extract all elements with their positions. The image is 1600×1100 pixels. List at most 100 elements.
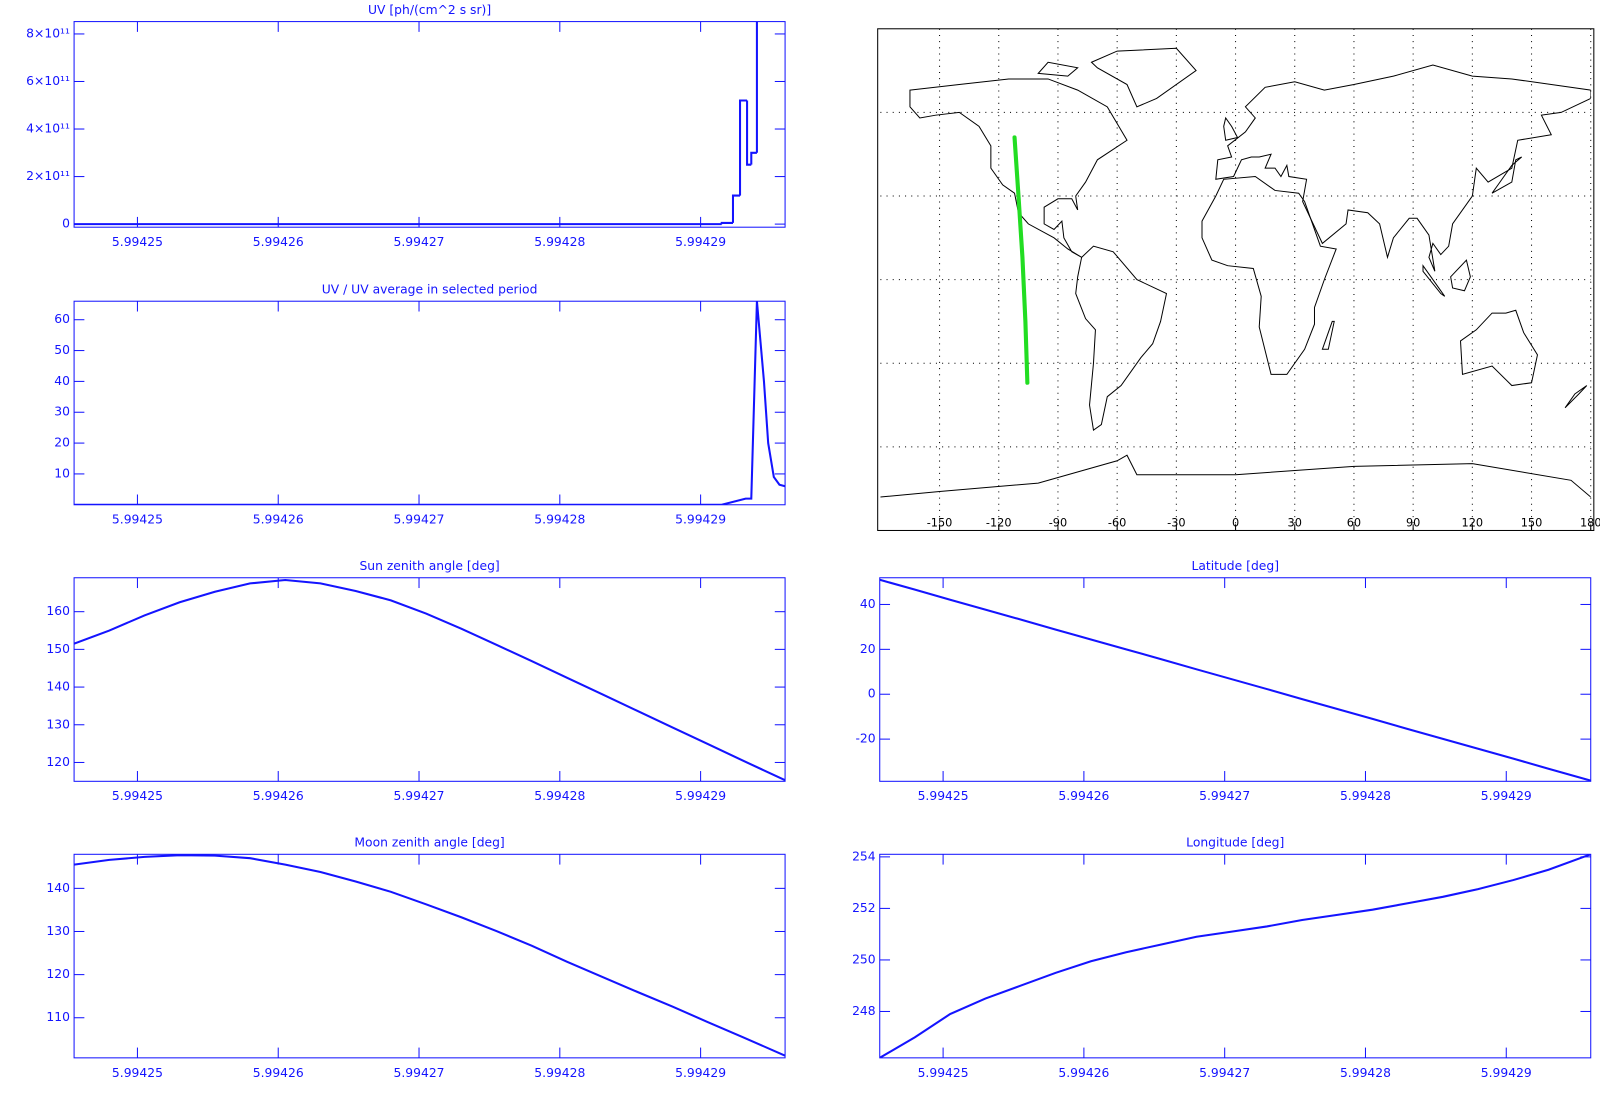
plot-area	[879, 854, 1591, 1058]
y-tick-label: 30	[54, 405, 70, 419]
step-segment	[720, 221, 733, 225]
plot-frame	[73, 853, 786, 1059]
y-tick-label: 120	[46, 755, 70, 769]
chart-title: Latitude [deg]	[1191, 559, 1279, 573]
x-tick-label: 5.99426	[1058, 1066, 1109, 1080]
x-tick-label: 5.99427	[1199, 789, 1250, 803]
x-tick-label: 5.99428	[1340, 1066, 1391, 1080]
x-tick-label: 5.99425	[918, 789, 969, 803]
y-tick-label: 120	[46, 967, 70, 981]
x-tick-label: -120	[986, 516, 1012, 529]
ground-track	[1012, 135, 1030, 385]
y-tick-label: 248	[852, 1004, 876, 1018]
y-tick-label: 130	[46, 924, 70, 938]
x-tick-label: 5.99425	[112, 789, 163, 803]
plot-area	[74, 21, 758, 226]
y-tick-label: -20	[855, 732, 875, 746]
x-tick-label: 5.99429	[1481, 1066, 1532, 1080]
plot-frame	[73, 577, 786, 782]
x-tick-label: 5.99429	[675, 235, 726, 249]
x-tick-label: 5.99427	[394, 513, 445, 527]
x-tick-label: 90	[1406, 516, 1420, 529]
x-tick-label: 5.99428	[1340, 789, 1391, 803]
y-tick-label: 50	[54, 343, 70, 357]
x-tick-label: 5.99425	[112, 1066, 163, 1080]
data-line	[879, 578, 1591, 782]
step-segment	[755, 21, 758, 153]
step-segment	[746, 100, 752, 166]
step-segment	[731, 194, 741, 223]
y-tick-label: 4×10¹¹	[26, 122, 70, 136]
x-tick-label: 5.99428	[534, 235, 585, 249]
x-tick-label: 5.99426	[1058, 789, 1109, 803]
data-line	[879, 854, 1591, 1058]
chart-title: UV [ph/(cm^2 s sr)]	[368, 3, 491, 17]
plot-frame	[879, 853, 1592, 1059]
plot-frame	[73, 21, 786, 228]
x-tick-label: -30	[1167, 516, 1185, 529]
x-tick-label: -60	[1108, 516, 1126, 529]
x-tick-label: 30	[1288, 516, 1302, 529]
y-tick-label: 130	[46, 717, 70, 731]
y-tick-label: 140	[46, 680, 70, 694]
plot-area	[879, 578, 1591, 782]
x-tick-label: 5.99425	[112, 513, 163, 527]
plot-frame	[73, 300, 786, 506]
x-tick-label: -90	[1049, 516, 1067, 529]
y-tick-label: 60	[54, 312, 70, 326]
x-tick-label: 5.99427	[1199, 1066, 1250, 1080]
data-line	[74, 854, 786, 1057]
chart-title: Longitude [deg]	[1186, 835, 1284, 849]
y-tick-label: 6×10¹¹	[26, 74, 70, 88]
y-tick-label: 150	[46, 642, 70, 656]
x-tick-label: 5.99429	[675, 513, 726, 527]
step-segment	[750, 151, 757, 165]
x-tick-label: 5.99427	[394, 789, 445, 803]
x-tick-label: 5.99429	[1481, 789, 1532, 803]
coastlines	[880, 48, 1590, 497]
x-tick-label: 5.99428	[534, 789, 585, 803]
step-segment	[738, 99, 748, 196]
plot-frame	[879, 577, 1592, 782]
y-tick-label: 20	[860, 642, 876, 656]
x-tick-label: 5.99429	[675, 789, 726, 803]
y-tick-label: 252	[852, 901, 876, 915]
x-tick-label: 5.99428	[534, 513, 585, 527]
data-line	[74, 301, 786, 505]
y-tick-label: 0	[62, 217, 70, 231]
x-tick-label: 5.99427	[394, 1066, 445, 1080]
chart-title: Moon zenith angle [deg]	[354, 835, 504, 849]
y-tick-label: 140	[46, 881, 70, 895]
x-tick-label: 5.99426	[253, 513, 304, 527]
y-tick-label: 8×10¹¹	[26, 26, 70, 40]
y-tick-label: 0	[868, 687, 876, 701]
x-tick-label: 180	[1580, 516, 1600, 529]
y-tick-label: 160	[46, 604, 70, 618]
x-tick-label: 120	[1462, 516, 1484, 529]
data-line	[74, 578, 786, 782]
x-tick-label: 5.99426	[253, 235, 304, 249]
y-tick-label: 10	[54, 466, 70, 480]
x-tick-label: 5.99426	[253, 789, 304, 803]
y-tick-label: 110	[46, 1010, 70, 1024]
chart-title: Sun zenith angle [deg]	[359, 559, 499, 573]
plot-area	[74, 301, 786, 505]
y-tick-label: 20	[54, 436, 70, 450]
plot-area	[74, 854, 786, 1057]
y-tick-label: 40	[54, 374, 70, 388]
x-tick-label: 60	[1347, 516, 1361, 529]
plot-area	[74, 578, 786, 782]
x-tick-label: 5.99427	[394, 235, 445, 249]
y-tick-label: 254	[852, 849, 876, 863]
chart-title: UV / UV average in selected period	[322, 282, 538, 296]
x-tick-label: 5.99426	[253, 1066, 304, 1080]
x-tick-label: 5.99425	[918, 1066, 969, 1080]
y-tick-label: 250	[852, 952, 876, 966]
x-tick-label: 0	[1232, 516, 1239, 529]
x-tick-label: -150	[927, 516, 953, 529]
x-tick-label: 5.99429	[675, 1066, 726, 1080]
x-tick-label: 5.99425	[112, 235, 163, 249]
y-tick-label: 2×10¹¹	[26, 169, 70, 183]
